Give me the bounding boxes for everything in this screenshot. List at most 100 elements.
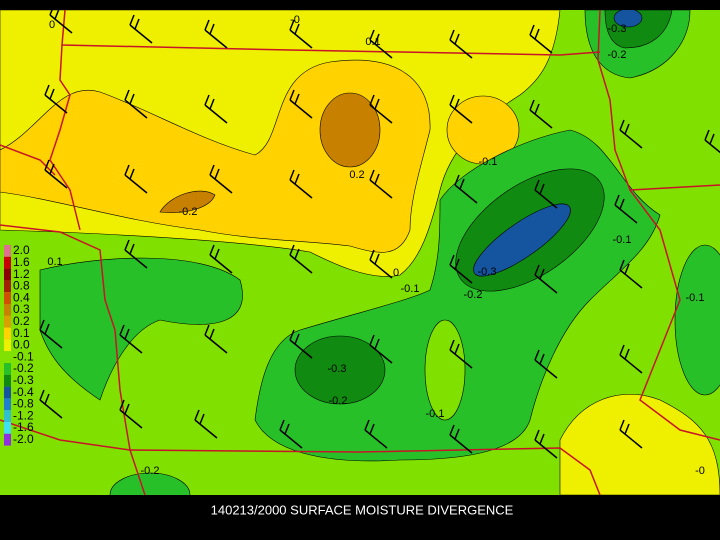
barb-flag [209,23,215,35]
barb-flag [49,88,55,100]
wind-barb [369,334,393,364]
barb-staff [124,174,148,194]
region-dark-green [294,335,386,405]
contour-label: -0.2 [179,206,198,218]
wind-barb [369,94,393,124]
wind-barb [39,319,63,349]
region-gold [0,59,431,253]
legend-swatch [4,256,11,269]
barb-staff [364,429,388,449]
wind-barb [289,169,313,199]
barb-staff [529,34,553,54]
barb-flag [289,329,295,341]
wind-barb [204,94,228,124]
wind-barb [534,349,558,379]
legend-label: -0.8 [13,397,34,411]
border [0,419,131,451]
barb-flag [369,94,375,106]
barb-staff [289,99,313,119]
barb-staff [369,179,393,199]
barb-flag [209,164,215,176]
barb-flag [374,338,380,350]
barb-flag [614,194,620,206]
legend-swatch [4,398,11,411]
legend-swatch [4,292,11,304]
legend-swatch [4,433,11,446]
barb-staff [289,339,313,359]
barb-staff [194,419,218,439]
border [0,144,56,176]
barb-flag [454,174,460,186]
barb-flag [134,18,140,30]
barb-staff [49,14,73,34]
legend-label: 1.2 [13,267,30,281]
barb-staff [209,174,233,194]
barb-flag [44,393,50,405]
barb-flag [284,423,290,435]
legend-swatch [4,280,11,293]
barb-flag [204,19,210,31]
barb-flag [124,403,130,415]
barb-flag [279,419,285,431]
barb-staff [209,254,233,274]
barb-flag [54,8,60,20]
barb-staff [614,204,638,224]
contour-label: 0.1 [47,256,62,268]
contour-label: -0.1 [613,234,632,246]
barb-flag [619,198,625,210]
barb-flag [214,248,220,260]
barb-flag [39,319,45,331]
legend-label: 0.4 [13,290,30,304]
barb-staff [289,29,313,49]
barb-flag [534,264,540,276]
barb-staff [529,109,553,129]
wind-barb [529,24,553,54]
barb-staff [449,39,473,59]
barb-staff [124,249,148,269]
legend-label: 0.3 [13,302,30,316]
legend: 2.01.61.20.80.40.30.20.10.0-0.1-0.2-0.3-… [4,243,34,446]
barb-flag [539,433,545,445]
barb-flag [124,164,130,176]
barb-flag [369,29,375,41]
wind-barb [39,389,63,419]
barb-flag [294,93,300,105]
barb-flag [624,263,630,275]
barb-flag [129,14,135,26]
barb-staff [449,104,473,124]
wind-barb [449,29,473,59]
barb-flag [204,324,210,336]
barb-flag [619,259,625,271]
wind-barb [289,329,313,359]
wind-barb [369,249,393,279]
legend-label: 0.2 [13,314,30,328]
wind-barb [204,324,228,354]
legend-label: -2.0 [13,432,34,446]
barb-flag [364,419,370,431]
field [0,8,720,518]
region-yellow [559,393,720,496]
barb-staff [619,429,643,449]
contour-label: 0.2 [349,169,364,181]
barb-staff [454,184,478,204]
contour-label: -0.2 [329,395,348,407]
barb-flag [449,424,455,436]
legend-label: 0.8 [13,279,30,293]
barb-flag [369,334,375,346]
bottom-bar [0,495,720,540]
barb-staff [289,254,313,274]
contour-labels: 0 -00.1-0.3-0.20.2-0.2-0.10.10-0.1-0.3-0.… [47,14,705,477]
legend-swatch [4,363,11,375]
barb-flag [44,159,50,171]
legend-label: -0.4 [13,385,34,399]
legend-label: -0.1 [13,349,34,363]
contour-label: -0.2 [608,49,627,61]
barb-flag [449,29,455,41]
barb-flag [454,33,460,45]
barb-flag [294,173,300,185]
barb-staff [369,344,393,364]
barb-staff [44,169,68,189]
barb-flag [44,323,50,335]
border [49,44,81,231]
barb-staff [369,39,393,59]
